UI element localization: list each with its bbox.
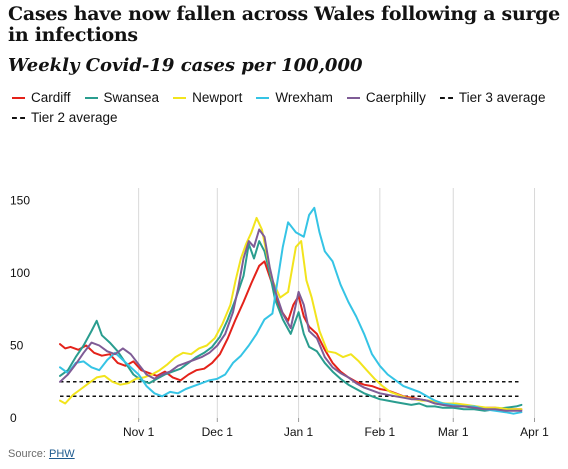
legend-item-newport: Newport [173,89,242,107]
x-tick-label: Mar 1 [438,425,469,439]
chart-legend: Cardiff Swansea Newport Wrexham Caerphilly Ti… [12,89,562,127]
x-tick-labels: Nov 1 Dec 1 Jan 1 Feb 1 Mar 1 Apr 1 [123,425,549,439]
y-tick-label: 100 [10,266,30,280]
x-tick-label: Dec 1 [202,425,234,439]
legend-label: Wrexham [275,90,333,105]
legend-item-caerphilly: Caerphilly [346,89,426,107]
chart-subtitle: Weekly Covid-19 cases per 100,000 [8,55,363,76]
legend-swatch [173,97,187,99]
x-grid [138,188,536,422]
source-label: Source: [8,448,46,460]
legend-label: Swansea [103,90,160,105]
source-link[interactable]: PHW [48,448,75,460]
line-chart: 0 50 100 150 Nov 1 Dec 1 Jan 1 Feb 1 Mar 1 Apr 1 [10,188,549,439]
y-tick-labels: 0 50 100 150 [10,194,30,426]
legend-swatch [346,97,360,99]
x-tick-label: Feb 1 [364,425,395,439]
reference-lines [60,380,522,398]
legend-label: Cardiff [31,90,71,105]
y-tick-label: 0 [10,411,17,425]
legend-label: Tier 3 average [458,90,546,105]
legend-label: Tier 2 average [31,110,118,125]
series-line-cardiff [59,260,523,411]
series-lines [59,206,523,415]
x-tick-label: Jan 1 [284,425,314,439]
x-tick-label: Apr 1 [520,425,549,439]
source-note: Source: PHW [8,448,75,460]
legend-item-cardiff: Cardiff [12,89,71,107]
legend-swatch [12,117,25,119]
legend-item-swansea: Swansea [84,89,160,107]
series-line-wrexham [59,206,523,415]
y-tick-label: 150 [10,194,30,208]
legend-label: Caerphilly [365,90,426,105]
x-tick-label: Nov 1 [123,425,155,439]
series-line-caerphilly [59,228,523,412]
y-tick-label: 50 [10,339,24,353]
legend-swatch [439,97,453,99]
legend-item-tier-2-average: Tier 2 average [12,109,118,127]
legend-swatch [12,97,25,99]
legend-item-wrexham: Wrexham [256,89,333,107]
chart-title: Cases have now fallen across Wales follo… [8,3,560,46]
legend-label: Newport [192,90,243,105]
legend-swatch [256,97,270,99]
legend-swatch [84,97,98,99]
legend-item-tier-3-average: Tier 3 average [439,89,546,107]
